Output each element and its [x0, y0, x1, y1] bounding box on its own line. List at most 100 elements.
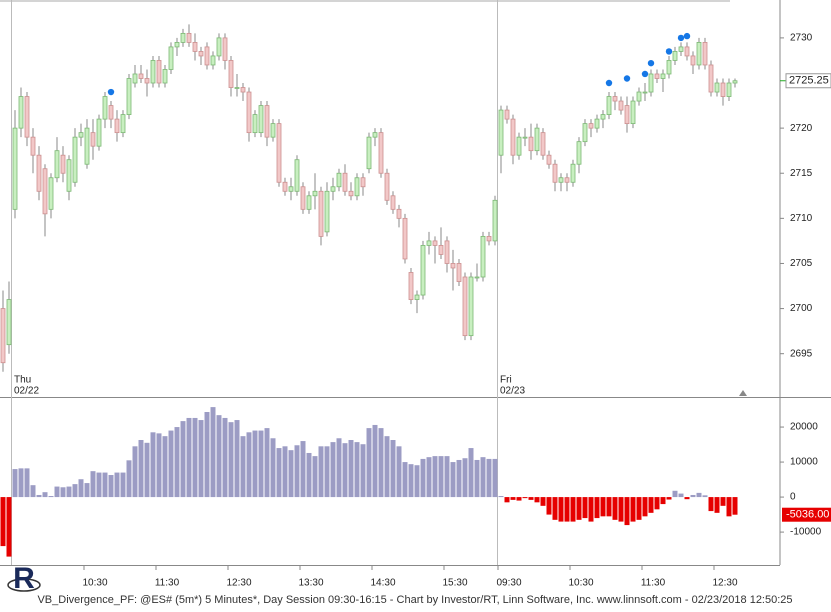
histogram-bar [372, 424, 378, 498]
candle-body [474, 276, 480, 279]
y-tick-label: 2695 [790, 348, 813, 359]
histogram-bar [702, 495, 708, 498]
histogram-bar [78, 479, 84, 498]
x-tick-label: 12:30 [226, 578, 251, 589]
candle-body [372, 132, 378, 138]
x-tick-label: 13:30 [298, 578, 323, 589]
histogram-bar [432, 456, 438, 498]
histogram-bar [312, 456, 318, 498]
candle-body [270, 123, 276, 138]
histogram-bar [168, 430, 174, 498]
histogram-bar [54, 486, 60, 498]
candle-body [624, 105, 630, 125]
candle-body [318, 190, 324, 237]
histogram-bar [624, 497, 630, 526]
histogram-bar [120, 472, 126, 498]
scroll-marker [739, 390, 747, 396]
candle-body [252, 114, 258, 134]
histogram-bar [528, 497, 534, 500]
candle-body [348, 190, 354, 197]
histogram-bar [348, 440, 354, 498]
histogram-bar [636, 497, 642, 520]
date-label: 02/23 [500, 386, 525, 397]
day-label: Thu [14, 375, 31, 386]
candle-body [678, 46, 684, 52]
candle-body [510, 118, 516, 156]
candle-body [228, 60, 234, 88]
candle-body [660, 73, 666, 79]
histogram-bar [708, 497, 714, 512]
candle-body [102, 96, 108, 120]
candle-body [306, 195, 312, 210]
candle-body [432, 240, 438, 246]
candle-body [570, 163, 576, 183]
histogram-bar [0, 497, 6, 547]
histogram-bar [204, 412, 210, 498]
signal-dot [641, 70, 649, 78]
candle-body [330, 186, 336, 192]
candle-body [426, 240, 432, 246]
last-value-box [782, 507, 831, 522]
last-value-label: -5036.00 [786, 509, 829, 521]
histogram-bar [282, 446, 288, 498]
candle-body [288, 186, 294, 192]
histogram-bar [156, 433, 162, 498]
histogram-bar [186, 417, 192, 498]
histogram-bar [714, 497, 720, 513]
histogram-bar [228, 422, 234, 498]
candle-body [618, 100, 624, 111]
histogram-bar [594, 497, 600, 519]
histogram-bar [648, 497, 654, 513]
candle-body [444, 240, 450, 264]
candle-body [606, 96, 612, 115]
y-tick-label: 0 [790, 492, 796, 503]
candle-body [438, 245, 444, 255]
histogram-bar [720, 497, 726, 506]
candle-body [336, 172, 342, 188]
candle-body [450, 263, 456, 269]
date-label: 02/22 [14, 386, 39, 397]
candle-body [342, 172, 348, 192]
candle-body [672, 51, 678, 61]
candle-body [384, 172, 390, 201]
histogram-bar [588, 497, 594, 522]
candle-body [96, 118, 102, 147]
histogram-bar [90, 471, 96, 498]
histogram-bar [306, 452, 312, 498]
candle-body [6, 299, 12, 346]
histogram-bar [576, 497, 582, 520]
candle-body [12, 127, 18, 210]
histogram-bar [6, 497, 12, 557]
candle-body [522, 136, 528, 139]
candle-body [264, 105, 270, 138]
candle-body [642, 91, 648, 94]
candle-body [48, 177, 54, 210]
histogram-bar [18, 468, 24, 498]
candle-body [594, 118, 600, 129]
histogram-bar [600, 497, 606, 517]
y-tick-label: -10000 [790, 527, 822, 538]
candle-body [504, 109, 510, 120]
histogram-bar [522, 497, 528, 499]
histogram-bar [192, 417, 198, 498]
candle-body [564, 177, 570, 183]
candle-body [144, 78, 150, 84]
candle-body [0, 308, 6, 364]
candle-body [168, 46, 174, 70]
candle-body [732, 80, 738, 84]
candle-body [726, 82, 732, 97]
candle-body [396, 208, 402, 219]
histogram-bar [612, 497, 618, 520]
candle-body [72, 136, 78, 183]
histogram-bar [678, 493, 684, 498]
candle-body [30, 136, 36, 156]
candle-body [60, 154, 66, 174]
candle-body [78, 132, 84, 138]
histogram-bar [444, 456, 450, 498]
y-tick-label: 2720 [790, 123, 813, 134]
candle-body [702, 42, 708, 66]
histogram-bar [294, 445, 300, 498]
candle-body [324, 190, 330, 233]
candle-body [246, 91, 252, 134]
